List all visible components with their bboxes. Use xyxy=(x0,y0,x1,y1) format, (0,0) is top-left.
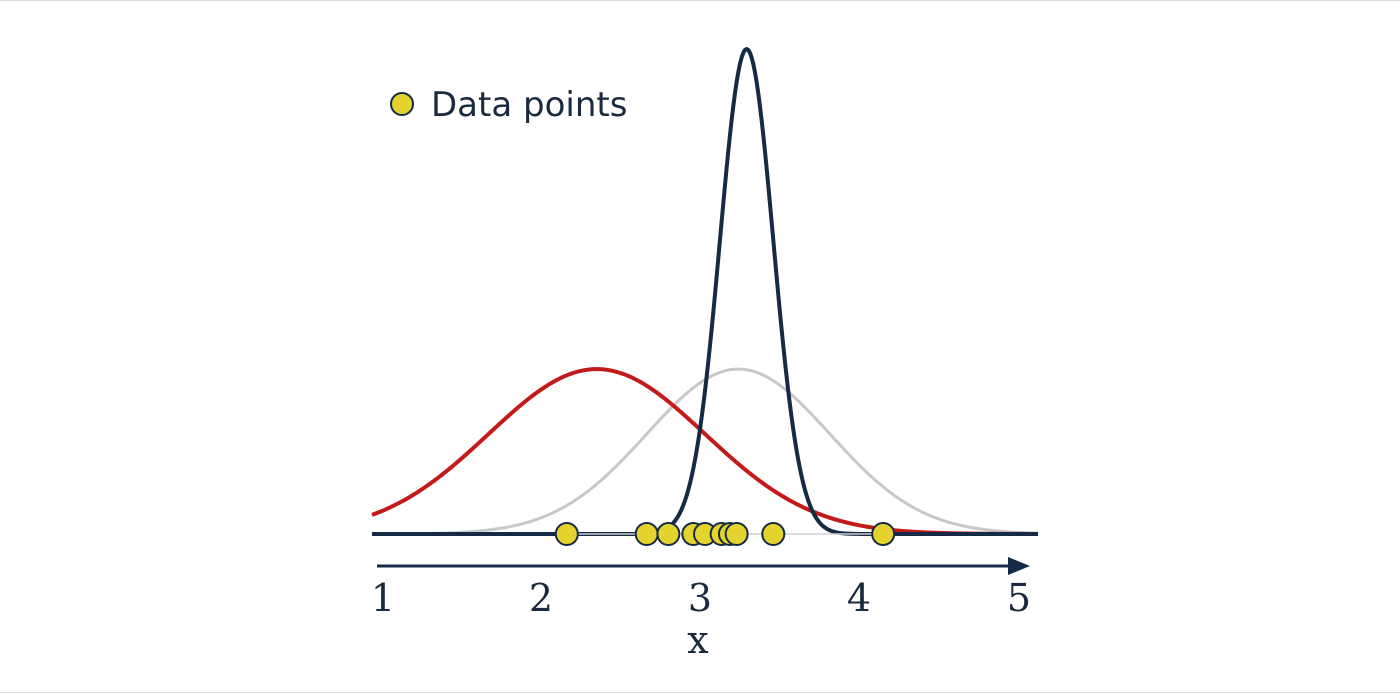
x-axis: 1 2 3 4 5 x xyxy=(371,557,1031,662)
data-point xyxy=(656,522,681,546)
x-axis-arrow xyxy=(1008,557,1030,575)
x-tick-label: 4 xyxy=(847,576,871,620)
data-point xyxy=(634,522,659,546)
data-point xyxy=(724,522,749,546)
data-point xyxy=(554,522,579,546)
legend-label-data-points: Data points xyxy=(431,85,627,125)
legend-marker-data-points xyxy=(390,92,414,116)
legend: Data points xyxy=(390,85,627,125)
x-tick-label: 3 xyxy=(688,576,712,620)
data-point xyxy=(871,522,896,546)
x-tick-label: 2 xyxy=(529,576,553,620)
x-tick-label: 5 xyxy=(1007,576,1031,620)
data-points-layer xyxy=(554,522,896,546)
data-point xyxy=(761,522,786,546)
x-tick-labels: 1 2 3 4 5 xyxy=(371,576,1031,620)
density-curve-1 xyxy=(371,47,1039,536)
x-axis-title: x xyxy=(687,618,708,662)
x-tick-label: 1 xyxy=(371,576,395,620)
curves-layer xyxy=(371,47,1039,536)
